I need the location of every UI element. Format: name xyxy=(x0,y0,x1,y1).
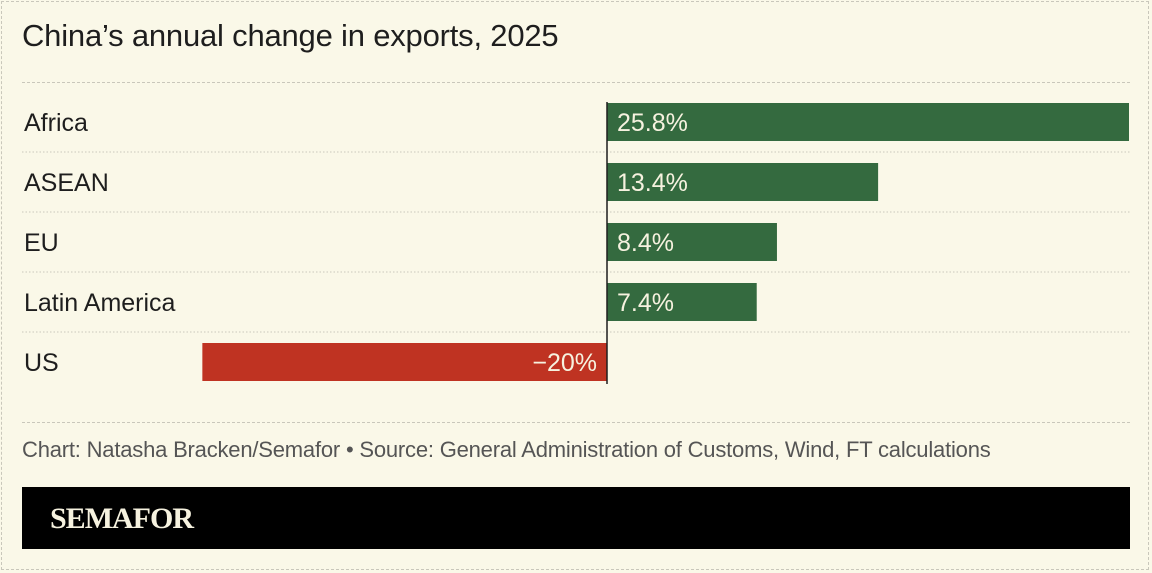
data-label: 7.4% xyxy=(617,289,674,317)
category-label: Latin America xyxy=(24,289,176,317)
bottom-divider xyxy=(22,422,1130,423)
data-label: 8.4% xyxy=(617,229,674,257)
chart-title: China’s annual change in exports, 2025 xyxy=(22,18,559,53)
brand-band: SEMAFOR xyxy=(22,487,1130,549)
top-divider xyxy=(22,82,1130,83)
category-label: EU xyxy=(24,229,59,257)
data-label: −20% xyxy=(532,349,597,377)
semafor-logo: SEMAFOR xyxy=(50,502,194,535)
category-label: Africa xyxy=(24,109,88,137)
bar-eu xyxy=(607,223,777,261)
category-label: ASEAN xyxy=(24,169,109,197)
category-label: US xyxy=(24,349,59,377)
source-note: Chart: Natasha Bracken/Semafor • Source:… xyxy=(22,437,991,462)
bar-africa xyxy=(607,103,1129,141)
data-label: 13.4% xyxy=(617,169,688,197)
bar-asean xyxy=(607,163,879,201)
bar-us xyxy=(202,343,608,381)
data-label: 25.8% xyxy=(617,109,688,137)
bar-latin-america xyxy=(607,283,757,321)
